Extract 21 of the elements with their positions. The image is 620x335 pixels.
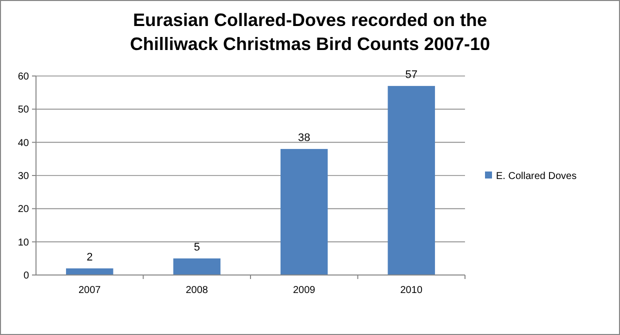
- x-tick-label: 2010: [400, 285, 423, 296]
- chart-title: Eurasian Collared-Doves recorded on the Chilliwack Christmas Bird Counts 2007-10: [130, 10, 490, 54]
- bar: [173, 258, 220, 275]
- y-tick-label: 10: [18, 237, 30, 248]
- y-tick-label: 20: [18, 204, 30, 216]
- y-tick-label: 0: [23, 270, 30, 282]
- bar: [388, 86, 435, 275]
- data-label: 5: [194, 241, 200, 254]
- x-tick-label: 2008: [186, 285, 208, 296]
- legend-label: E. Collared Doves: [496, 171, 577, 182]
- y-tick-label: 50: [18, 104, 30, 116]
- bar: [280, 148, 328, 275]
- x-tick-label: 2009: [293, 285, 316, 296]
- y-tick-label: 30: [18, 171, 30, 182]
- data-label: 57: [405, 68, 418, 81]
- data-label: 38: [298, 132, 310, 144]
- y-tick-label: 40: [18, 138, 30, 149]
- x-tick-label: 2007: [78, 285, 102, 296]
- data-label: 2: [86, 251, 93, 264]
- bar: [66, 268, 114, 275]
- y-tick-label: 60: [18, 72, 30, 82]
